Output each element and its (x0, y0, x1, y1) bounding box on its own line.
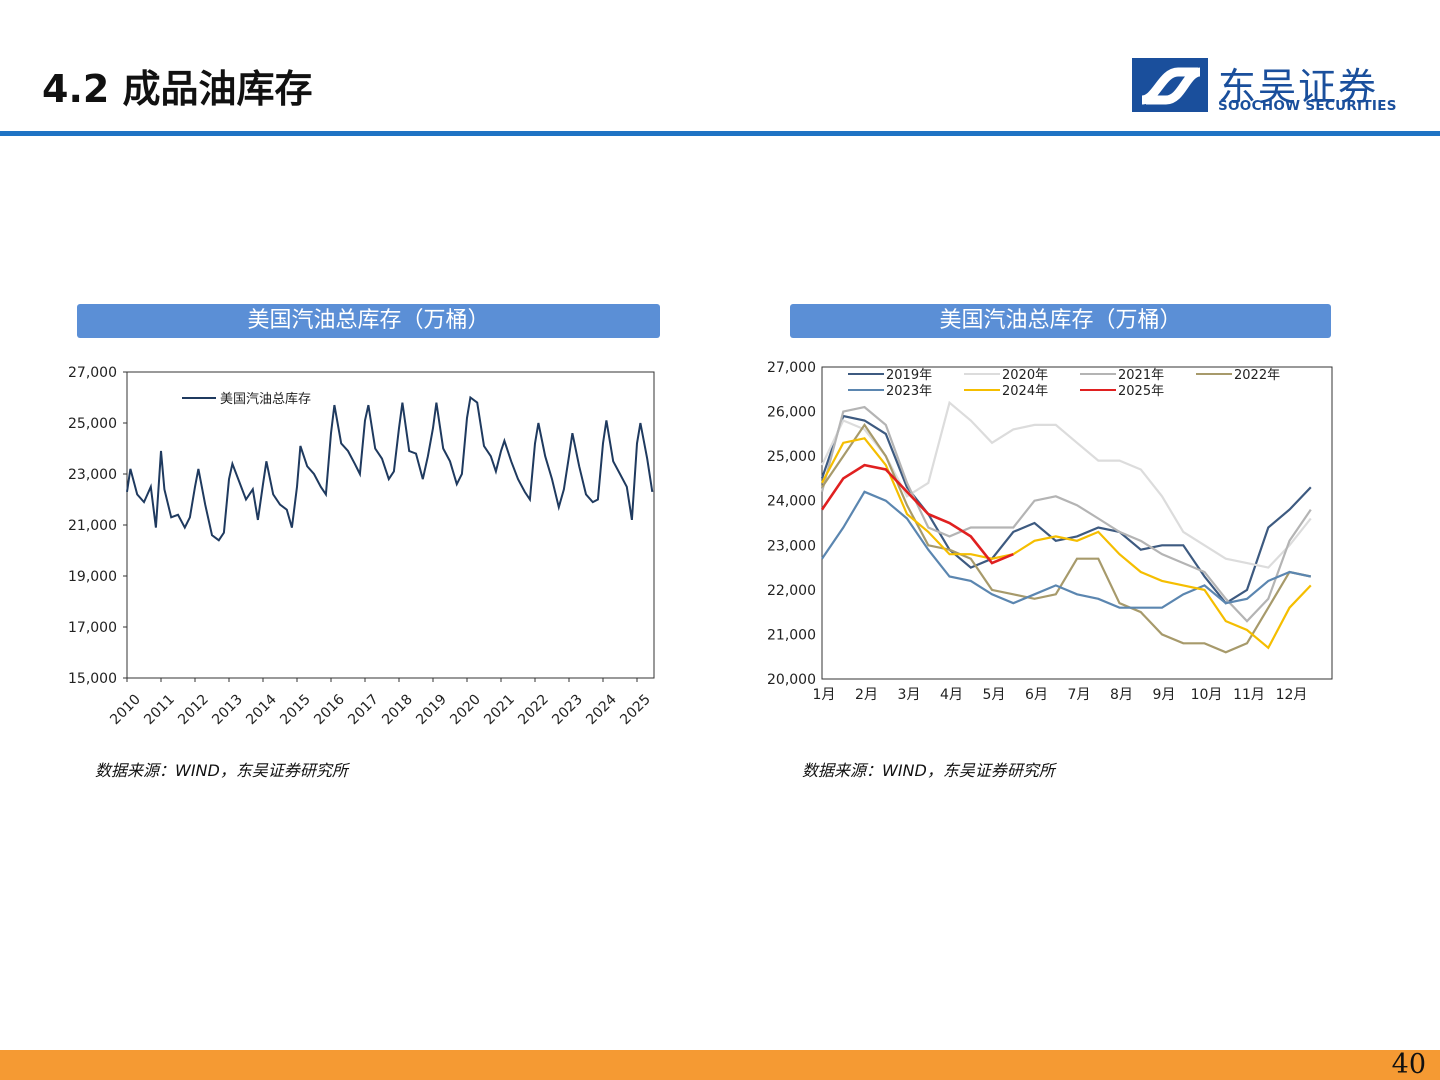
right-chart-source: 数据来源：WIND，东吴证券研究所 (802, 761, 1055, 780)
series-line-2023年 (821, 490, 1312, 609)
plot-frame (821, 366, 1333, 680)
x-tick-label: 9月 (1153, 687, 1176, 703)
x-tick-label: 4月 (940, 687, 963, 703)
legend-label-2024年: 2024年 (1002, 384, 1048, 399)
x-tick-label: 2015 (277, 692, 314, 729)
legend-label-2021年: 2021年 (1118, 368, 1164, 383)
x-tick-label: 6月 (1025, 687, 1048, 703)
x-tick-label: 2019 (413, 692, 450, 729)
left-chart: 15,000 17,000 19,000 21,000 23,000 25,000 27,0… (68, 365, 655, 729)
right-chart-header: 美国汽油总库存（万桶） (790, 304, 1331, 338)
x-tick-label: 3月 (898, 687, 921, 703)
logo-english-name: SOOCHOW SECURITIES (1218, 98, 1397, 114)
x-tick-label: 2010 (107, 692, 144, 729)
x-tick-label: 2月 (855, 687, 878, 703)
y-tick-label: 23,000 (767, 538, 816, 554)
x-tick-label: 2013 (209, 692, 246, 729)
legend-label-2019年: 2019年 (886, 368, 932, 383)
y-tick-label: 20,000 (767, 672, 816, 688)
x-tick-label: 2023 (549, 692, 586, 729)
series-line-2025年 (820, 463, 1014, 565)
x-tick-label: 8月 (1110, 687, 1133, 703)
series-line-2024年 (821, 437, 1312, 650)
x-tick-label: 2018 (379, 692, 416, 729)
series-line-2022年 (821, 422, 1312, 654)
legend-label-2025年: 2025年 (1118, 384, 1164, 399)
page-number: 40 (1391, 1049, 1426, 1080)
left-chart-source: 数据来源：WIND，东吴证券研究所 (95, 761, 348, 780)
x-tick-label: 2021 (481, 692, 518, 729)
y-tick-label: 25,000 (767, 449, 816, 465)
x-tick-label: 2012 (175, 692, 212, 729)
page-title: 4.2 成品油库存 (42, 67, 313, 111)
x-tick-label: 2025 (617, 692, 654, 729)
header-divider (0, 131, 1440, 136)
x-tick-label: 2020 (447, 692, 484, 729)
left-chart-header: 美国汽油总库存（万桶） (77, 304, 660, 338)
x-tick-label: 2022 (515, 692, 552, 729)
series-line-gasoline (126, 395, 654, 542)
y-tick-label: 25,000 (68, 416, 117, 432)
x-tick-label: 2017 (345, 692, 382, 729)
y-tick-label: 27,000 (767, 360, 816, 376)
soochow-logo-icon (1132, 58, 1208, 112)
legend-label: 美国汽油总库存 (220, 391, 311, 407)
x-tick-label: 10月 (1191, 687, 1223, 703)
y-tick-label: 26,000 (767, 405, 816, 421)
x-tick-label: 2024 (583, 691, 620, 728)
y-tick-label: 19,000 (68, 569, 117, 585)
logo-chinese-name: 东吴证券 (1218, 65, 1379, 109)
y-tick-label: 21,000 (767, 627, 816, 643)
y-tick-label: 24,000 (767, 494, 816, 510)
x-tick-label: 2011 (141, 692, 178, 729)
legend-label-2020年: 2020年 (1002, 368, 1048, 383)
y-tick-label: 15,000 (68, 671, 117, 687)
y-tick-label: 22,000 (767, 583, 816, 599)
y-tick-label: 21,000 (68, 518, 117, 534)
plot-frame (126, 371, 655, 679)
x-tick-label: 2014 (243, 691, 280, 728)
x-tick-label: 5月 (983, 687, 1006, 703)
footer-bar (0, 1050, 1440, 1080)
y-tick-label: 23,000 (68, 467, 117, 483)
x-tick-label: 7月 (1068, 687, 1091, 703)
right-chart: 20,000 21,000 22,000 23,000 24,000 25,000 26,0… (767, 360, 1333, 703)
legend-label-2023年: 2023年 (886, 384, 932, 399)
y-tick-label: 27,000 (68, 365, 117, 381)
y-tick-label: 17,000 (68, 620, 117, 636)
legend-label-2022年: 2022年 (1234, 368, 1280, 383)
x-tick-label: 11月 (1233, 687, 1265, 703)
company-logo: 东吴证券 SOOCHOW SECURITIES (1132, 56, 1402, 116)
x-tick-label: 12月 (1276, 687, 1308, 703)
x-tick-label: 1月 (813, 687, 836, 703)
x-tick-label: 2016 (311, 691, 348, 728)
